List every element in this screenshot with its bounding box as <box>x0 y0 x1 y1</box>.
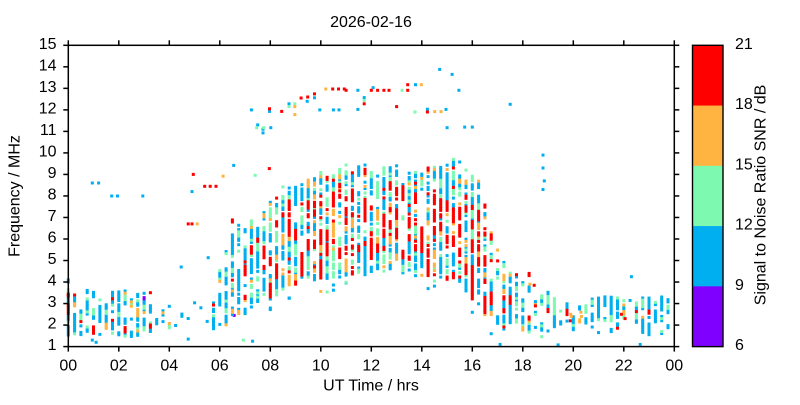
svg-text:18: 18 <box>735 96 753 113</box>
svg-text:20: 20 <box>564 358 582 375</box>
svg-text:4: 4 <box>48 273 57 290</box>
svg-text:11: 11 <box>40 122 57 139</box>
svg-text:12: 12 <box>362 358 380 375</box>
svg-text:18: 18 <box>514 358 532 375</box>
svg-text:06: 06 <box>211 358 229 375</box>
svg-text:16: 16 <box>463 358 481 375</box>
svg-text:7: 7 <box>48 208 57 225</box>
svg-text:12: 12 <box>735 217 753 234</box>
svg-text:02: 02 <box>110 358 128 375</box>
svg-text:Frequency / MHz: Frequency / MHz <box>7 135 24 257</box>
svg-text:12: 12 <box>39 100 57 117</box>
svg-text:3: 3 <box>48 294 57 311</box>
svg-text:14: 14 <box>413 358 431 375</box>
svg-text:22: 22 <box>615 358 633 375</box>
svg-text:2: 2 <box>48 316 57 333</box>
svg-text:5: 5 <box>48 251 57 268</box>
svg-text:8: 8 <box>48 186 57 203</box>
svg-text:15: 15 <box>735 156 753 173</box>
svg-text:6: 6 <box>48 229 57 246</box>
svg-text:00: 00 <box>665 358 683 375</box>
svg-text:2026-02-16: 2026-02-16 <box>330 14 412 31</box>
svg-text:10: 10 <box>312 358 330 375</box>
svg-text:1: 1 <box>48 337 57 354</box>
svg-text:14: 14 <box>39 57 57 74</box>
svg-text:21: 21 <box>735 36 753 53</box>
svg-text:Signal to Noise Ratio SNR / dB: Signal to Noise Ratio SNR / dB <box>753 85 770 306</box>
svg-text:9: 9 <box>48 165 57 182</box>
svg-text:6: 6 <box>735 337 744 354</box>
svg-text:9: 9 <box>735 277 744 294</box>
svg-text:04: 04 <box>160 358 178 375</box>
svg-text:13: 13 <box>39 79 57 96</box>
svg-text:08: 08 <box>261 358 279 375</box>
svg-text:15: 15 <box>39 36 57 53</box>
svg-text:00: 00 <box>59 358 77 375</box>
svg-text:10: 10 <box>39 143 57 160</box>
svg-text:UT Time / hrs: UT Time / hrs <box>323 377 419 394</box>
